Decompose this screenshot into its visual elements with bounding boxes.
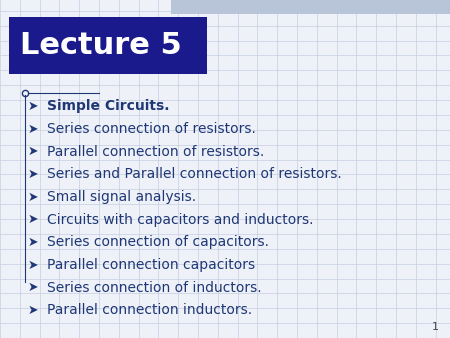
- Text: ➤: ➤: [28, 259, 38, 271]
- Text: Series connection of inductors.: Series connection of inductors.: [47, 281, 262, 295]
- Text: Parallel connection capacitors: Parallel connection capacitors: [47, 258, 256, 272]
- Text: ➤: ➤: [28, 123, 38, 136]
- Text: ➤: ➤: [28, 304, 38, 317]
- Text: ➤: ➤: [28, 213, 38, 226]
- Bar: [171, 0, 450, 14]
- Text: Simple Circuits.: Simple Circuits.: [47, 99, 170, 114]
- Text: ➤: ➤: [28, 100, 38, 113]
- Text: Lecture 5: Lecture 5: [20, 31, 182, 60]
- Text: Series and Parallel connection of resistors.: Series and Parallel connection of resist…: [47, 167, 342, 182]
- Text: ➤: ➤: [28, 191, 38, 203]
- Text: Parallel connection inductors.: Parallel connection inductors.: [47, 303, 252, 317]
- Bar: [9, 17, 207, 74]
- Text: Small signal analysis.: Small signal analysis.: [47, 190, 196, 204]
- Text: ➤: ➤: [28, 281, 38, 294]
- Text: ➤: ➤: [28, 168, 38, 181]
- Text: Series connection of capacitors.: Series connection of capacitors.: [47, 235, 269, 249]
- Text: Parallel connection of resistors.: Parallel connection of resistors.: [47, 145, 265, 159]
- Text: Series connection of resistors.: Series connection of resistors.: [47, 122, 256, 136]
- Text: ➤: ➤: [28, 145, 38, 158]
- Text: 1: 1: [432, 322, 439, 332]
- Text: ➤: ➤: [28, 236, 38, 249]
- Text: Circuits with capacitors and inductors.: Circuits with capacitors and inductors.: [47, 213, 314, 227]
